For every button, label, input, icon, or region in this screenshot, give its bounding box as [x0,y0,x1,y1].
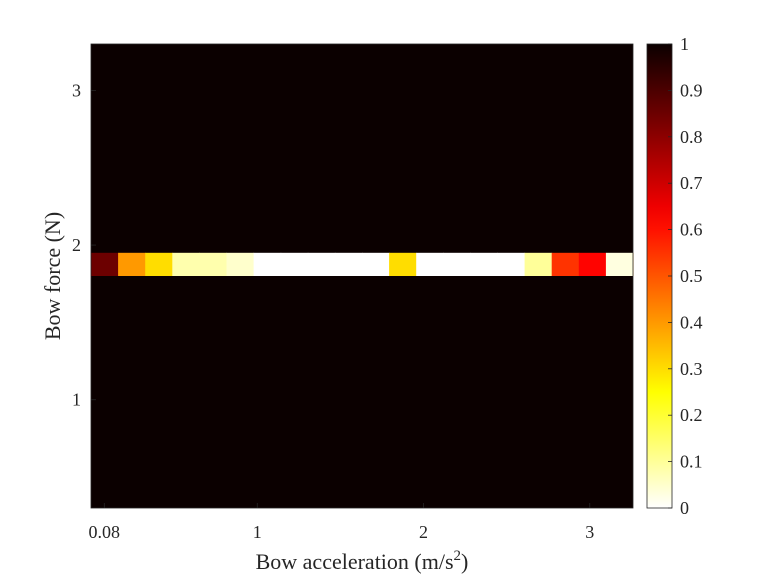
heatmap-cell [416,252,444,276]
heatmap-cell [497,252,526,276]
colorbar-tick-label: 0.3 [680,359,703,379]
y-tick-label: 1 [72,390,81,410]
heatmap-cell [362,252,390,276]
y-tick-label: 3 [72,80,81,100]
heatmap-cell [389,252,417,276]
colorbar-tick-label: 0.6 [680,220,703,240]
y-axis-ticks: 1 2 3 [72,80,96,410]
colorbar-tick-label: 0.1 [680,452,703,472]
heatmap-cell [280,252,309,276]
heatmap-cell [605,252,634,276]
colorbar-tick-label: 0.7 [680,173,703,193]
x-tick-label: 3 [585,522,594,542]
colorbar-ticks: 0 0.1 0.2 0.3 0.4 0.5 0.6 0.7 0.8 0.9 1 [668,34,703,518]
colorbar-tick-label: 0.4 [680,312,703,332]
x-axis-label: Bow acceleration (m/s2) [256,548,469,574]
plot-frame [90,43,634,509]
x-tick-label: 2 [419,522,428,542]
x-axis-ticks: 0.08 1 2 3 [89,503,594,542]
x-tick-label: 1 [253,522,262,542]
colorbar-tick-label: 0.2 [680,405,703,425]
x-tick-label: 0.08 [89,522,121,542]
heatmap-cell [226,252,255,276]
heatmap-cell [145,252,173,276]
heatmap-cell [334,252,363,276]
y-tick-label: 2 [72,235,81,255]
heatmap-cell [551,252,580,276]
x-axis-label-text: Bow acceleration (m/s [256,549,454,574]
colorbar-tick-label: 0 [680,498,689,518]
x-axis-label-superscript: 2 [454,548,462,564]
heatmap-cell [91,252,119,276]
heatmap-cells [91,252,661,276]
x-axis-label-suffix: ) [461,549,468,574]
heatmap-cell [307,252,336,276]
heatmap-cell [253,252,282,276]
y-axis-label: Bow force (N) [40,212,65,340]
colorbar-tick-label: 0.9 [680,80,703,100]
heatmap-cell [443,252,471,276]
colorbar-tick-label: 0.8 [680,127,703,147]
colorbar-tick-label: 0.5 [680,266,703,286]
heatmap-cell [524,252,553,276]
colorbar-tick-label: 1 [680,34,689,54]
heatmap-cell [199,252,227,276]
heatmap-cell [470,252,498,276]
heatmap-cell [578,252,607,276]
heatmap-cell [172,252,200,276]
heatmap-cell [118,252,146,276]
